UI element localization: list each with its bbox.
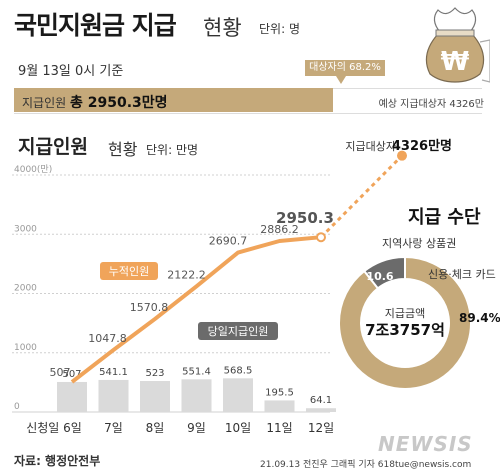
daily-bar bbox=[181, 379, 212, 412]
x-tick-label: 11일 bbox=[266, 421, 292, 435]
date-label: 9월 13일 0시 기준 bbox=[18, 64, 124, 79]
page-subtitle: 현황 bbox=[203, 16, 242, 40]
daily-bar bbox=[264, 400, 295, 412]
x-tick-label: 12일 bbox=[308, 421, 334, 435]
x-tick-label: 10일 bbox=[225, 421, 251, 435]
daily-tag-label: 당일지급인원 bbox=[208, 324, 269, 338]
daily-bar-value: 541.1 bbox=[99, 367, 128, 378]
target-value: 4326만명 bbox=[392, 138, 452, 154]
cumulative-value: 2690.7 bbox=[209, 235, 248, 248]
progress-label: 지급인원 총 2950.3만명 bbox=[22, 92, 168, 112]
cumulative-value: 1570.8 bbox=[130, 301, 169, 314]
daily-bar-value: 507 bbox=[62, 369, 81, 380]
daily-bar bbox=[306, 408, 336, 412]
daily-bar bbox=[223, 378, 253, 412]
cumulative-value: 507 bbox=[50, 366, 71, 379]
y-tick-label: 4000(만) bbox=[14, 164, 52, 175]
x-tick-label: 신청일 6일 bbox=[26, 421, 82, 435]
section-title: 지급인원 bbox=[18, 136, 88, 158]
cumulative-tag bbox=[100, 262, 158, 280]
daily-tag bbox=[198, 322, 278, 340]
cumulative-line bbox=[70, 235, 322, 384]
pie-card-value: 89.4% bbox=[459, 311, 500, 325]
y-tick-label: 2000 bbox=[14, 284, 37, 294]
current-point bbox=[316, 232, 326, 243]
progress-right-label: 예상 지급대상자 4326만 bbox=[378, 99, 484, 110]
pie-card-label: 신용·체크 카드 bbox=[428, 268, 496, 281]
cumulative-value: 2886.2 bbox=[260, 223, 299, 236]
progress-fill bbox=[14, 88, 334, 112]
y-tick-label: 3000 bbox=[14, 224, 37, 234]
money-bag-icon: ₩ bbox=[425, 7, 490, 83]
pie-center-label: 지급금액 bbox=[385, 307, 425, 320]
daily-bar-value: 551.4 bbox=[182, 366, 211, 377]
projection-line bbox=[319, 154, 404, 239]
cumulative-tag-label: 누적인원 bbox=[109, 265, 149, 278]
cumulative-value: 1047.8 bbox=[88, 332, 127, 345]
pie-local-value: 10.6 bbox=[366, 270, 393, 283]
source-label: 자료: 행정안전부 bbox=[14, 454, 101, 468]
newsis-logo: NEWSIS bbox=[378, 432, 473, 456]
y-tick-label: 0 bbox=[14, 402, 20, 412]
progress-tag-pointer bbox=[336, 76, 346, 84]
daily-bar bbox=[98, 379, 129, 412]
x-tick-label: 7일 bbox=[104, 421, 123, 435]
progress-label-value: 총 2950.3만명 bbox=[70, 95, 168, 111]
progress-label-prefix: 지급인원 bbox=[22, 96, 67, 110]
svg-text:₩: ₩ bbox=[441, 47, 470, 77]
pie-center-value: 7조3757억 bbox=[365, 321, 445, 339]
pie-slice bbox=[338, 255, 472, 390]
x-tick-label: 8일 bbox=[146, 421, 165, 435]
cumulative-value: 2950.3 bbox=[276, 209, 334, 227]
page-title: 국민지원금 지급 bbox=[14, 11, 177, 40]
daily-bar-value: 64.1 bbox=[310, 395, 332, 406]
daily-bar-value: 195.5 bbox=[265, 387, 294, 398]
credit-label: 21.09.13 전진우 그래픽 기자 618tue@newsis.com bbox=[260, 460, 472, 470]
pie-title: 지급 수단 bbox=[408, 207, 481, 228]
daily-bar bbox=[140, 381, 170, 412]
section-unit: 단위: 만명 bbox=[146, 143, 199, 157]
cumulative-value: 2122.2 bbox=[167, 268, 206, 281]
daily-bar-value: 568.5 bbox=[224, 365, 253, 376]
pie-local-label: 지역사랑 상품권 bbox=[382, 237, 456, 250]
daily-bar bbox=[57, 381, 87, 412]
progress-percent-tag: 대상자의 68.2% bbox=[305, 60, 385, 76]
x-tick-label: 9일 bbox=[187, 421, 206, 435]
target-label: 지급대상자 bbox=[345, 140, 396, 153]
daily-bar-value: 523 bbox=[145, 368, 164, 379]
section-subtitle: 현황 bbox=[108, 140, 138, 159]
target-point bbox=[397, 150, 407, 161]
y-tick-label: 1000 bbox=[14, 343, 37, 353]
top-unit: 단위: 명 bbox=[259, 22, 300, 36]
